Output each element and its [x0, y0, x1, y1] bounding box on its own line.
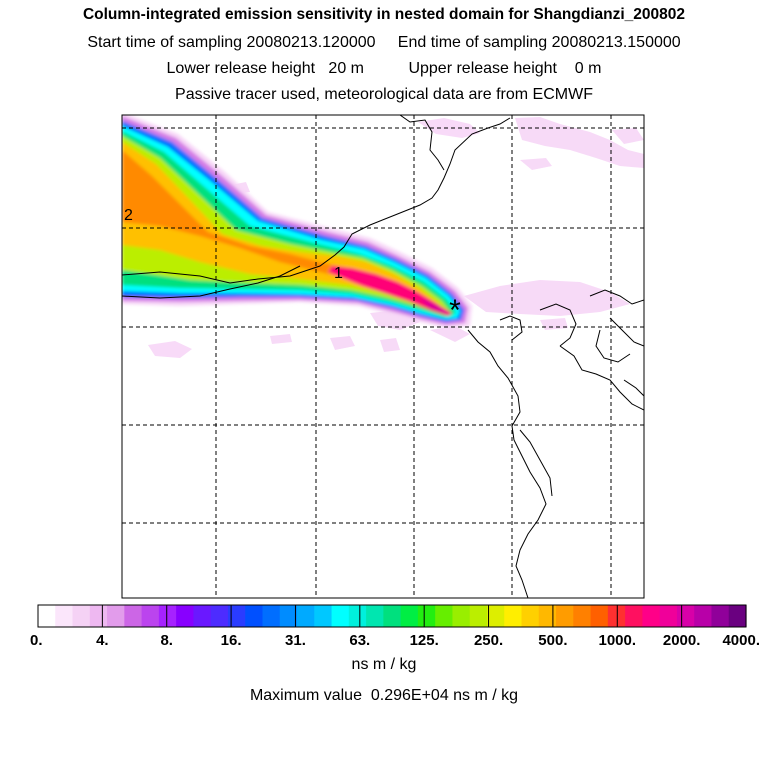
colorbar-tick-label: 250.: [474, 632, 503, 649]
upper-value: 0 m: [574, 60, 602, 77]
colorbar-tick-label: 16.: [221, 632, 242, 649]
lower-value: 20 m: [328, 60, 364, 77]
colorbar-swatch: [279, 605, 298, 627]
tracer-note: Passive tracer used, meteorological data…: [175, 86, 593, 103]
colorbar-tick-label: 31.: [285, 632, 306, 649]
cluster-label-2: 2: [124, 207, 133, 224]
background-patches: [148, 117, 644, 358]
colorbar-tick-label: 8.: [160, 632, 173, 649]
colorbar-swatch: [556, 605, 574, 627]
colorbar-swatch: [107, 605, 125, 627]
colorbar-swatch: [210, 605, 229, 627]
colorbar-swatch: [348, 605, 367, 627]
start-value: 20080213.120000: [246, 34, 376, 51]
colorbar-swatch: [642, 605, 661, 627]
sampling-times: Start time of sampling 20080213.120000 E…: [0, 34, 768, 52]
colorbar-swatch: [158, 605, 177, 627]
colorbar-swatch: [383, 605, 402, 627]
colorbar-swatch: [625, 605, 643, 627]
colorbar-swatch: [417, 605, 436, 627]
coastline: [122, 115, 644, 598]
colorbar-tick-label: 125.: [410, 632, 439, 649]
colorbar-swatch: [38, 605, 56, 627]
colorbar-swatch: [314, 605, 333, 627]
release-heights: Lower release height 20 m Upper release …: [0, 60, 768, 78]
start-label: Start time of sampling: [87, 34, 243, 51]
colorbar-swatch: [124, 605, 143, 627]
end-label: End time of sampling: [397, 34, 548, 51]
colorbar-swatch: [504, 605, 523, 627]
plume-core: [420, 298, 450, 313]
colorbar-swatch: [538, 605, 557, 627]
colorbar: [37, 604, 747, 628]
colorbar-tick-label: 4.: [96, 632, 109, 649]
end-value: 20080213.150000: [551, 34, 681, 51]
colorbar-swatch: [469, 605, 488, 627]
colorbar-swatch: [193, 605, 212, 627]
colorbar-tick-label: 2000.: [663, 632, 701, 649]
colorbar-ticks: 0. 4. 8. 16. 31. 63. 125. 250. 500. 1000. 2000. 400…: [30, 605, 760, 649]
plume-band-6: [122, 142, 448, 313]
colorbar-swatch: [659, 605, 678, 627]
colorbar-swatch: [245, 605, 264, 627]
colorbar-swatch: [711, 605, 730, 627]
colorbar-swatch: [262, 605, 281, 627]
colorbar-swatch: [89, 605, 108, 627]
colorbar-swatch: [400, 605, 419, 627]
colorbar-swatch: [486, 605, 505, 627]
max-value-text: Maximum value 0.296E+04 ns m / kg: [249, 687, 519, 704]
colorbar-tick-label: 0.: [30, 632, 43, 649]
colorbar-swatch: [55, 605, 74, 627]
colorbar-swatch: [694, 605, 713, 627]
plume-band-8: [328, 266, 452, 316]
release-site-marker: *: [449, 294, 461, 327]
colorbar-swatch: [435, 605, 454, 627]
colorbar-tick-label: 4000.: [722, 632, 760, 649]
colorbar-swatch: [141, 605, 160, 627]
lower-label: Lower release height: [166, 60, 316, 77]
colorbar-swatch: [72, 605, 91, 627]
colorbar-swatch: [573, 605, 592, 627]
colorbar-swatch: [521, 605, 540, 627]
colorbar-swatch: [676, 605, 695, 627]
plume-band-7: [122, 150, 446, 313]
colorbar-swatch: [331, 605, 350, 627]
colorbar-swatch: [176, 605, 195, 627]
colorbar-frame: [37, 604, 747, 628]
colorbar-swatch: [227, 605, 246, 627]
upper-label: Upper release height: [408, 60, 557, 77]
colorbar-swatch: [366, 605, 384, 627]
colorbar-tick-label: 63.: [349, 632, 370, 649]
colorbar-swatch: [452, 605, 471, 627]
chart-title: Column-integrated emission sensitivity i…: [82, 6, 686, 23]
colorbar-tick-label: 500.: [538, 632, 567, 649]
cluster-label-1: 1: [334, 265, 343, 282]
graticule: [122, 115, 644, 598]
map-frame: [121, 114, 645, 599]
colorbar-units: ns m / kg: [351, 656, 417, 673]
colorbar-swatch: [728, 605, 747, 627]
colorbar-tick-label: 1000.: [598, 632, 636, 649]
colorbar-swatch: [590, 605, 609, 627]
colorbar-swatch: [297, 605, 315, 627]
